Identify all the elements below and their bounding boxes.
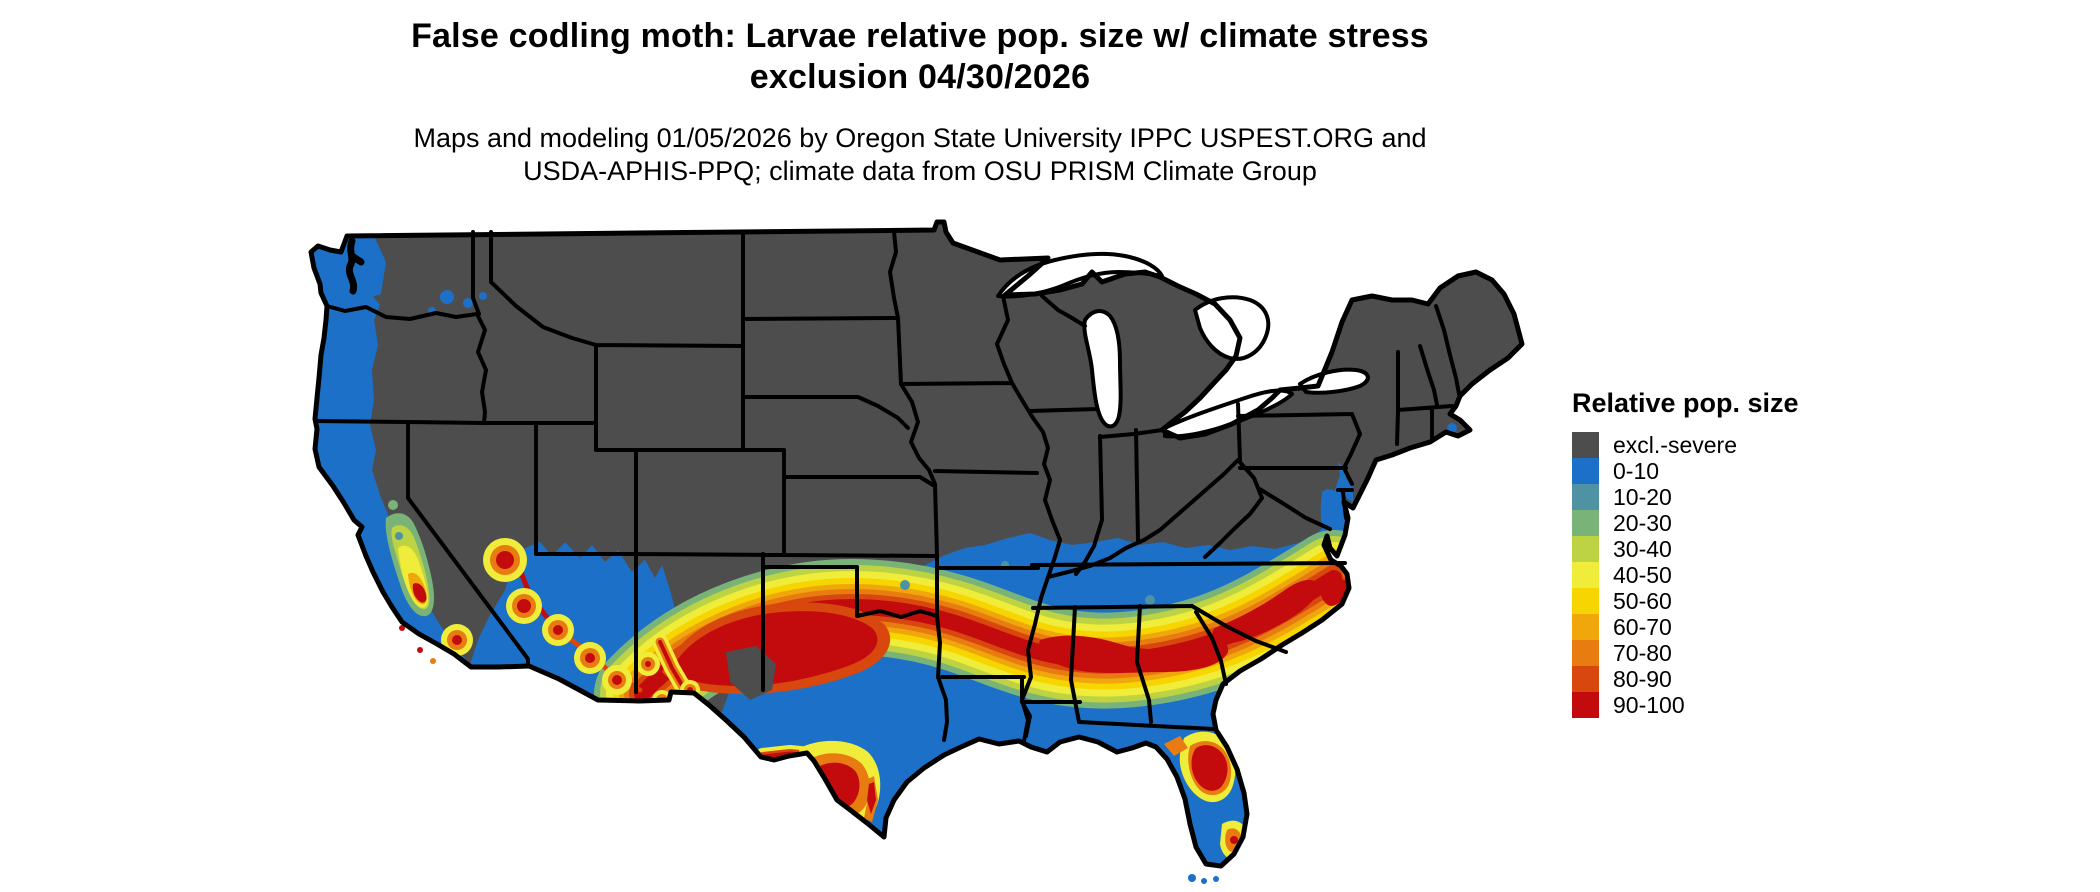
legend-label: 20-30 — [1613, 509, 1672, 536]
legend-label: 90-100 — [1613, 691, 1685, 718]
legend-label: 80-90 — [1613, 665, 1672, 692]
legend-item: 60-70 — [1572, 614, 1799, 640]
legend-item: 70-80 — [1572, 640, 1799, 666]
us-outline — [308, 219, 1525, 869]
map-hotspot-carolinas-core — [1211, 579, 1319, 645]
legend-label: excl.-severe — [1613, 431, 1737, 458]
legend-swatch-10-20 — [1572, 484, 1599, 510]
legend-label: 60-70 — [1613, 613, 1672, 640]
puget-sound — [345, 237, 365, 295]
legend-title: Relative pop. size — [1572, 388, 1799, 418]
map-hotspot-texas-core — [672, 611, 878, 686]
legend-label: 50-60 — [1613, 587, 1672, 614]
map-region-west-coast-low — [311, 235, 471, 668]
legend-swatch-90-100 — [1572, 692, 1599, 718]
map-offshore-islands — [399, 625, 1219, 884]
map-hotspot-socal-arizona — [441, 538, 1155, 710]
state-borders — [313, 230, 1461, 743]
legend-item: excl.-severe — [1572, 432, 1799, 458]
legend-swatch-60-70 — [1572, 614, 1599, 640]
legend-swatch-0-10 — [1572, 458, 1599, 484]
legend-item: 0-10 — [1572, 458, 1799, 484]
legend-item: 40-50 — [1572, 562, 1799, 588]
legend-item: 50-60 — [1572, 588, 1799, 614]
legend-item: 90-100 — [1572, 692, 1799, 718]
legend-items: excl.-severe 0-10 10-20 20-30 30-40 40-5… — [1572, 432, 1799, 718]
map-hotspot-florida — [1164, 731, 1248, 860]
lake-huron — [1193, 295, 1271, 361]
subtitle-line-2: USDA-APHIS-PPQ; climate data from OSU PR… — [523, 156, 1317, 186]
legend-swatch-80-90 — [1572, 666, 1599, 692]
map-speck — [440, 290, 454, 304]
map-speck — [1447, 423, 1457, 433]
title-line-1: False codling moth: Larvae relative pop.… — [411, 17, 1429, 55]
legend: Relative pop. size excl.-severe 0-10 10-… — [1572, 388, 1799, 718]
legend-item: 80-90 — [1572, 666, 1799, 692]
map-hotspot-deep-south-core — [1039, 635, 1229, 673]
legend-swatch-excl-severe — [1572, 432, 1599, 458]
map-speck — [463, 298, 473, 308]
legend-label: 10-20 — [1613, 483, 1672, 510]
legend-swatch-20-30 — [1572, 510, 1599, 536]
page-subtitle: Maps and modeling 01/05/2026 by Oregon S… — [20, 122, 1820, 188]
legend-item: 30-40 — [1572, 536, 1799, 562]
legend-label: 0-10 — [1613, 457, 1660, 484]
map-hotspot-central-valley — [385, 500, 434, 617]
title-line-2: exclusion 04/30/2026 — [749, 58, 1091, 96]
legend-swatch-30-40 — [1572, 536, 1599, 562]
legend-swatch-70-80 — [1572, 640, 1599, 666]
legend-item: 20-30 — [1572, 510, 1799, 536]
map-speck — [479, 292, 487, 300]
legend-label: 70-80 — [1613, 639, 1672, 666]
legend-swatch-50-60 — [1572, 588, 1599, 614]
legend-label: 30-40 — [1613, 535, 1672, 562]
legend-swatch-40-50 — [1572, 562, 1599, 588]
header: False codling moth: Larvae relative pop.… — [20, 16, 1820, 188]
lake-michigan — [1082, 309, 1123, 429]
legend-label: 40-50 — [1613, 561, 1672, 588]
legend-item: 10-20 — [1572, 484, 1799, 510]
subtitle-line-1: Maps and modeling 01/05/2026 by Oregon S… — [413, 123, 1427, 153]
page-title: False codling moth: Larvae relative pop.… — [20, 16, 1820, 98]
